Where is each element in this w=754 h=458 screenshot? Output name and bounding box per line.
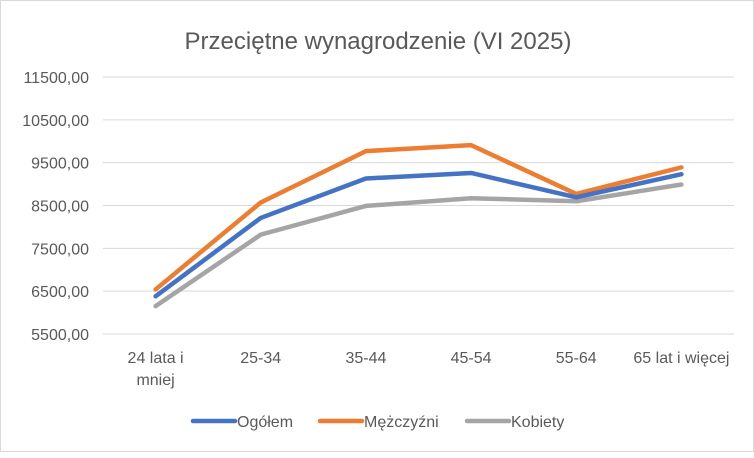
x-tick-line: 45-54 xyxy=(451,350,492,367)
y-tick-label: 6500,00 xyxy=(31,284,89,301)
series-line-Mężczyźni xyxy=(156,145,682,289)
y-tick-label: 11500,00 xyxy=(23,70,89,87)
x-tick-label: 35-44 xyxy=(345,350,386,367)
y-tick-label: 10500,00 xyxy=(22,113,89,130)
x-tick-label: 65 lat i więcej xyxy=(633,350,729,367)
y-tick-label: 9500,00 xyxy=(31,156,89,173)
series-line-Kobiety xyxy=(156,185,682,307)
series-line-Ogółem xyxy=(156,173,682,296)
legend-label: Ogółem xyxy=(237,414,293,431)
x-tick-line: 55-64 xyxy=(556,350,597,367)
x-tick-label: 24 lata i mniej xyxy=(128,350,184,389)
x-tick-line: 35-44 xyxy=(345,350,386,367)
x-tick-line: 65 lat i więcej xyxy=(633,350,729,367)
x-tick-label: 25-34 xyxy=(240,350,281,367)
x-tick-label: 55-64 xyxy=(556,350,597,367)
x-tick-line: mniej xyxy=(136,372,174,389)
y-tick-label: 7500,00 xyxy=(31,241,89,258)
x-tick-line: 24 lata i xyxy=(128,350,184,367)
legend-label: Kobiety xyxy=(511,414,564,431)
y-tick-label: 8500,00 xyxy=(31,199,89,216)
chart-title: Przeciętne wynagrodzenie (VI 2025) xyxy=(185,28,572,55)
x-tick-line: 25-34 xyxy=(240,350,281,367)
legend-label: Mężczyźni xyxy=(364,414,439,431)
y-tick-label: 5500,00 xyxy=(31,327,89,344)
x-tick-label: 45-54 xyxy=(451,350,492,367)
